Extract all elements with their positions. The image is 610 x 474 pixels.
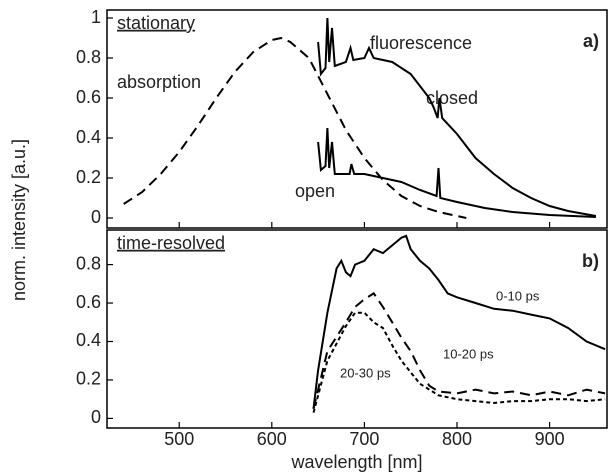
y-tick-label: 0.2 bbox=[76, 167, 101, 187]
panel-title: time-resolved bbox=[117, 233, 225, 253]
plot-frame bbox=[106, 9, 608, 229]
annotation: absorption bbox=[117, 72, 201, 92]
series-line bbox=[312, 292, 606, 410]
panel-title: stationary bbox=[117, 13, 195, 33]
y-tick-label: 0 bbox=[91, 207, 101, 227]
series-label: 10-20 ps bbox=[443, 346, 494, 361]
series-line bbox=[123, 36, 467, 219]
annotation: closed bbox=[426, 88, 478, 108]
y-tick-label: 0.8 bbox=[76, 253, 101, 273]
annotation: open bbox=[295, 181, 335, 201]
series-label: 20-30 ps bbox=[340, 365, 391, 380]
x-tick-label: 700 bbox=[349, 429, 379, 449]
y-tick-label: 1 bbox=[91, 7, 101, 27]
x-tick-label: 500 bbox=[164, 429, 194, 449]
y-tick-label: 0.6 bbox=[76, 87, 101, 107]
x-axis-label: wavelength [nm] bbox=[290, 452, 422, 472]
y-tick-label: 0.4 bbox=[76, 330, 101, 350]
plot-frame bbox=[106, 229, 608, 429]
y-tick-label: 0.4 bbox=[76, 127, 101, 147]
x-tick-label: 800 bbox=[442, 429, 472, 449]
y-tick-label: 0 bbox=[91, 407, 101, 427]
series-line bbox=[312, 234, 606, 409]
series-line bbox=[317, 17, 597, 217]
series-line bbox=[317, 127, 596, 218]
panel-label: a) bbox=[583, 31, 599, 51]
y-tick-label: 0.6 bbox=[76, 292, 101, 312]
panel-label: b) bbox=[582, 251, 599, 271]
y-tick-label: 0.2 bbox=[76, 369, 101, 389]
series-line bbox=[312, 311, 606, 413]
annotation: fluorescence bbox=[370, 33, 472, 53]
y-tick-label: 0.8 bbox=[76, 47, 101, 67]
x-tick-label: 600 bbox=[257, 429, 287, 449]
series-label: 0-10 ps bbox=[496, 288, 540, 303]
y-axis-label: norm. intensity [a.u.] bbox=[9, 139, 29, 301]
x-tick-label: 900 bbox=[535, 429, 565, 449]
